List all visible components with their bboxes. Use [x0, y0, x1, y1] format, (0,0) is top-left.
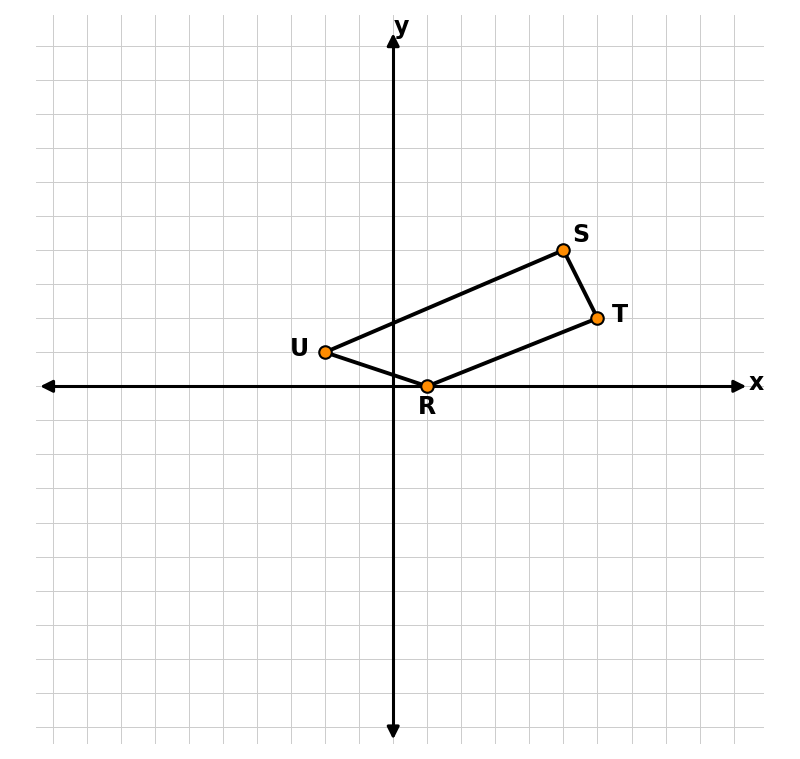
Text: U: U	[290, 337, 309, 361]
Text: y: y	[394, 15, 410, 39]
Text: S: S	[572, 223, 589, 247]
Text: T: T	[611, 303, 628, 327]
Text: x: x	[748, 371, 763, 395]
Text: R: R	[418, 395, 436, 419]
